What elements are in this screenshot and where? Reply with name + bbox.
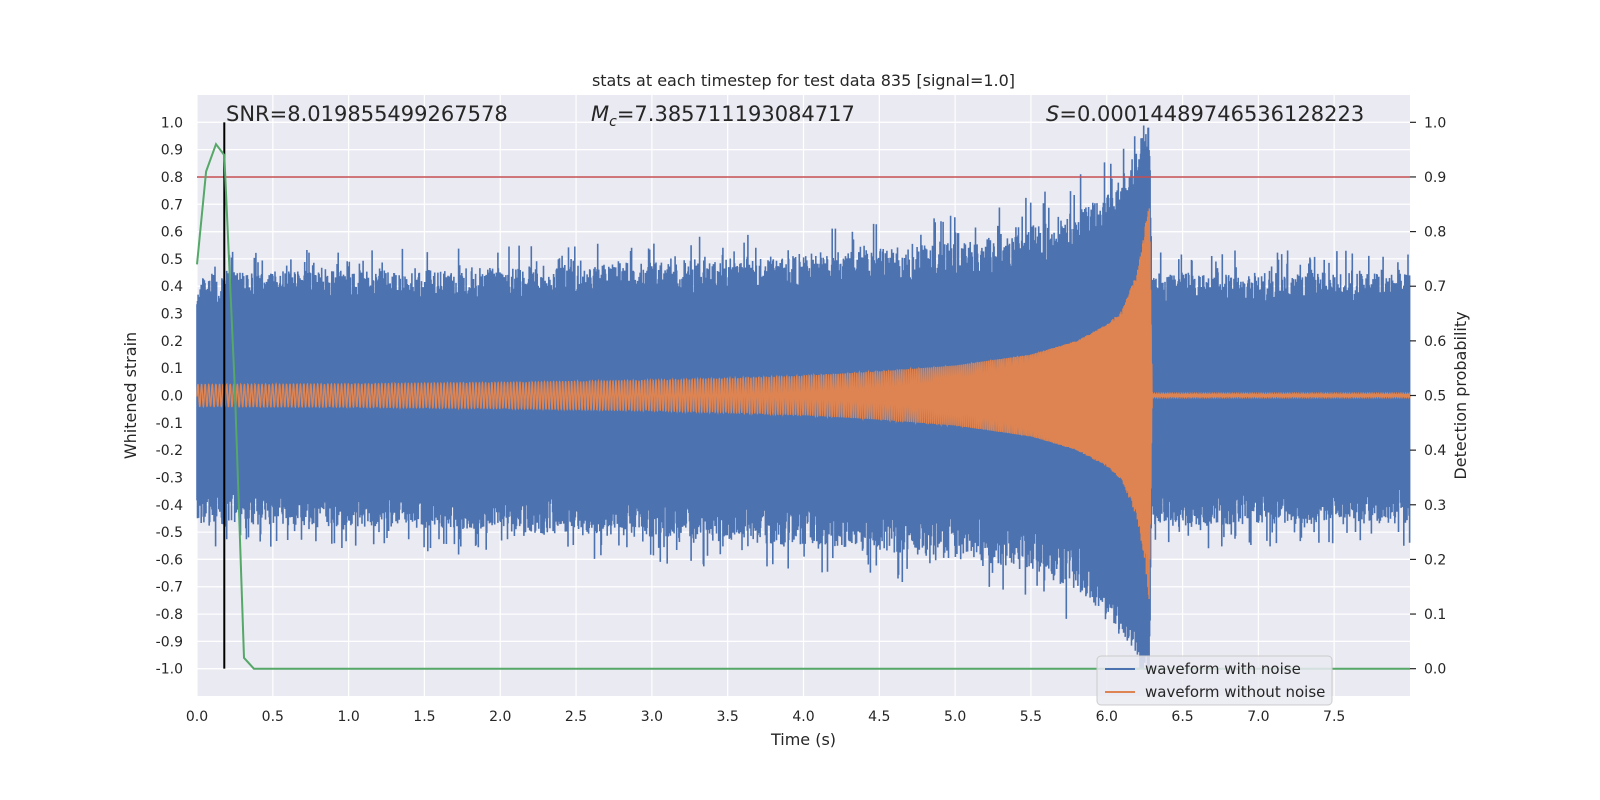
y-tick-label: -0.5 bbox=[156, 525, 183, 541]
y-tick-label: 0.1 bbox=[161, 361, 183, 377]
x-tick-label: 6.5 bbox=[1171, 709, 1193, 725]
x-tick-label: 2.0 bbox=[489, 709, 511, 725]
y-tick-label: -1.0 bbox=[156, 662, 183, 678]
y-tick-label: 0.6 bbox=[161, 225, 183, 241]
chart-title: stats at each timestep for test data 835… bbox=[592, 71, 1015, 90]
y2-tick-label: 0.2 bbox=[1424, 552, 1446, 568]
x-tick-label: 1.0 bbox=[337, 709, 359, 725]
y-tick-label: 0.3 bbox=[161, 307, 183, 323]
legend: waveform with noise waveform without noi… bbox=[1096, 655, 1333, 706]
y2-tick-label: 0.0 bbox=[1424, 662, 1446, 678]
x-tick-label: 4.5 bbox=[868, 709, 890, 725]
x-tick-label: 3.5 bbox=[717, 709, 739, 725]
series-waveform-without-noise bbox=[196, 208, 1411, 600]
y-tick-label: -0.4 bbox=[156, 498, 183, 514]
y-tick-label: -0.6 bbox=[156, 552, 183, 568]
y2-tick-label: 0.3 bbox=[1424, 498, 1446, 514]
y-tick-label: -0.2 bbox=[156, 443, 183, 459]
y-tick-label: 0.7 bbox=[161, 197, 183, 213]
x-tick-label: 5.0 bbox=[944, 709, 966, 725]
series-detection-probability bbox=[196, 142, 1410, 670]
y-tick-label: -0.3 bbox=[156, 470, 183, 486]
chirp-mass-annotation: Mc=7.385711193084717 bbox=[591, 102, 855, 130]
y2-tick-label: 0.6 bbox=[1424, 334, 1446, 350]
y-tick-label: 0.9 bbox=[161, 143, 183, 159]
legend-box bbox=[1096, 655, 1333, 706]
axes: 0.0 0.5 1.0 1.5 2.0 2.5 3.0 3.5 4.0 4.5 5.0 5.5 6.0 6… bbox=[156, 115, 1447, 725]
x-tick-label: 2.5 bbox=[565, 709, 587, 725]
x-tick-label: 0.5 bbox=[262, 709, 284, 725]
y-tick-label: 0.4 bbox=[161, 279, 183, 295]
legend-label-waveform-without-noise: waveform without noise bbox=[1145, 683, 1325, 701]
x-axis-title: Time (s) bbox=[770, 730, 836, 749]
y-tick-label: -0.9 bbox=[156, 634, 183, 650]
snr-annotation: SNR=8.019855499267578 bbox=[226, 102, 508, 126]
legend-label-waveform-with-noise: waveform with noise bbox=[1145, 660, 1301, 678]
y-tick-label: 0.8 bbox=[161, 170, 183, 186]
x-tick-label: 0.0 bbox=[186, 709, 208, 725]
y-tick-label: -0.7 bbox=[156, 580, 183, 596]
x-tick-label: 6.0 bbox=[1096, 709, 1118, 725]
chirp-mass-symbol: M bbox=[591, 102, 609, 126]
y-tick-label: -0.1 bbox=[156, 416, 183, 432]
y-tick-label: -0.8 bbox=[156, 607, 183, 623]
chirp-mass-value: =7.385711193084717 bbox=[617, 102, 855, 126]
y2-tick-label: 0.9 bbox=[1424, 170, 1446, 186]
y2-tick-label: 0.1 bbox=[1424, 607, 1446, 623]
y2-tick-label: 0.8 bbox=[1424, 225, 1446, 241]
x-tick-label: 7.0 bbox=[1247, 709, 1269, 725]
y2-tick-label: 1.0 bbox=[1424, 115, 1446, 131]
y-tick-label: 0.2 bbox=[161, 334, 183, 350]
x-tick-label: 4.0 bbox=[792, 709, 814, 725]
y-tick-label: 0.0 bbox=[161, 389, 183, 405]
x-tick-label: 5.5 bbox=[1020, 709, 1042, 725]
y-axis-title: Whitened strain bbox=[121, 332, 140, 459]
y2-tick-label: 0.7 bbox=[1424, 279, 1446, 295]
y2-tick-label: 0.4 bbox=[1424, 443, 1446, 459]
x-tick-label: 3.0 bbox=[641, 709, 663, 725]
y2-axis-title: Detection probability bbox=[1451, 311, 1470, 479]
s-statistic-annotation: S=0.00014489746536128223 bbox=[1046, 102, 1364, 126]
y-tick-label: 0.5 bbox=[161, 252, 183, 268]
y-tick-label: 1.0 bbox=[161, 115, 183, 131]
series-layer bbox=[196, 122, 1411, 670]
s-statistic-value: =0.00014489746536128223 bbox=[1059, 102, 1364, 126]
x-tick-label: 1.5 bbox=[413, 709, 435, 725]
y2-tick-label: 0.5 bbox=[1424, 389, 1446, 405]
s-statistic-symbol: S bbox=[1046, 102, 1059, 126]
x-tick-label: 7.5 bbox=[1323, 709, 1345, 725]
chirp-mass-subscript: c bbox=[609, 114, 617, 130]
